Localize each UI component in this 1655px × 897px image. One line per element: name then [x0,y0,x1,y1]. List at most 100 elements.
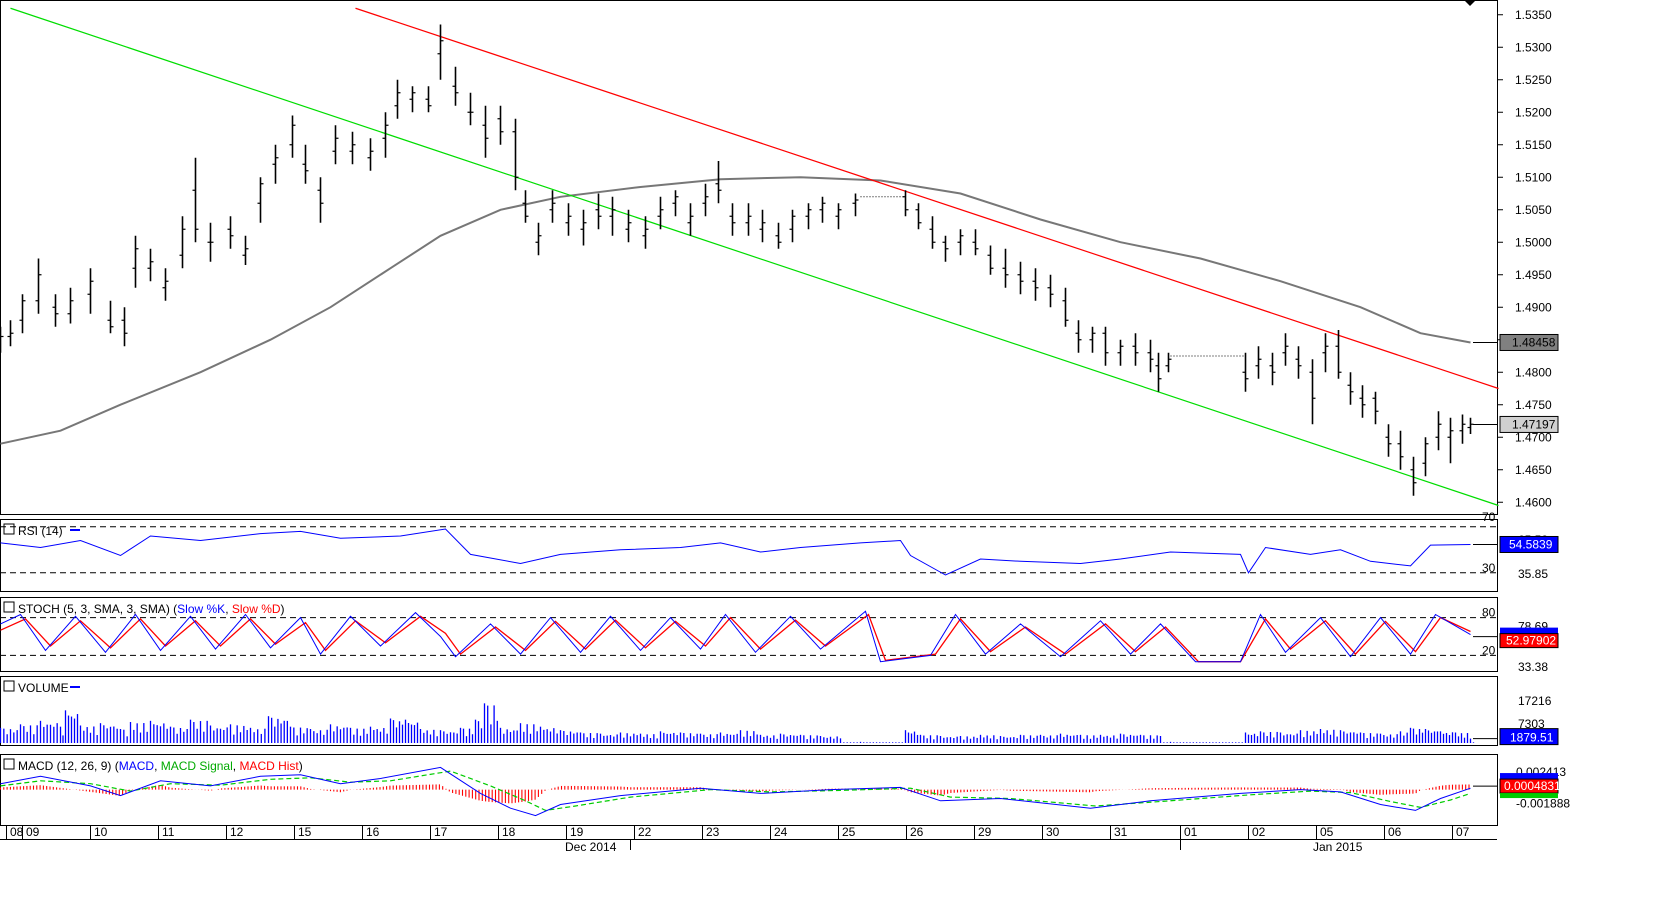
stoch-legend-k: Slow %K [177,602,225,616]
time-tick-label: 09 [26,825,40,839]
ohlc-bar [789,209,796,243]
price-tick-label: 1.5000 [1515,235,1552,249]
volume-value-box [1499,728,1559,746]
ohlc-bar [1132,333,1139,366]
ohlc-bar [394,79,401,119]
ohlc-bar [512,118,519,191]
ma-label: 1.48458 [1473,333,1559,351]
rsi-line [0,528,1471,576]
scroll-marker-icon[interactable] [1464,0,1476,6]
price-tick-label: 1.4750 [1515,398,1552,412]
ohlc-bar [775,222,782,249]
moving-average-line [0,176,1471,445]
rsi-scale-label: 35.85 [1518,567,1548,581]
ohlc-bar [702,183,709,217]
macd-legend-close: ) [299,759,303,773]
time-tick-label: 08 [10,825,24,839]
ohlc-bar [522,190,529,223]
trendlines [10,7,1499,507]
price-tick-label: 1.5050 [1515,203,1552,217]
ohlc-bar [745,203,752,236]
stoch-scale-label: 20 [1482,643,1496,657]
close-pane-icon[interactable] [3,758,15,770]
ohlc-bar [1309,359,1316,425]
ohlc-bar [1062,287,1069,327]
price-tick-label: 1.5250 [1515,73,1552,87]
ohlc-bar [1242,352,1249,392]
ohlc-bar [382,112,389,158]
ohlc-bar [1347,372,1354,405]
ohlc-bar [852,193,859,217]
ohlc-bar [929,216,936,249]
trendline [10,7,1499,507]
volume-scale-label: 7303 [1518,717,1545,731]
price-tick-label: 1.5100 [1515,170,1552,184]
ohlc-bar [52,294,59,327]
ohlc-bar [242,235,249,265]
ohlc-bar [580,209,587,246]
ohlc-bar [482,105,489,158]
ohlc-bars [0,24,1474,496]
ohlc-bar [565,203,572,236]
close-pane-icon[interactable] [3,680,15,692]
ohlc-bar [317,177,324,223]
ohlc-bar [609,196,616,236]
stoch-value-box [1499,633,1559,649]
ohlc-bar [367,138,374,171]
close-pane-icon[interactable] [3,523,15,535]
ohlc-bar [1255,346,1262,379]
ohlc-bar [535,222,542,256]
price-pane: 1.5350 1.5300 1.5250 1.5200 1.5150 1.5100 1.50… [0,0,1559,515]
ohlc-bar [207,222,214,262]
ohlc-bar [549,190,556,223]
ohlc-bar [1397,430,1404,470]
time-axis: 08 09 10 11 12 15 16 17 18 19 22 23 24 25 26 29 30 31 01 02… [0,825,1497,854]
time-tick-label: 30 [1046,825,1060,839]
time-tick-label: 07 [1456,825,1470,839]
macd-macd-box [1500,773,1558,780]
ohlc-bar [1002,248,1009,288]
ohlc-bar [1295,346,1302,379]
ohlc-bar [227,216,234,249]
close-pane-icon[interactable] [3,601,15,613]
macd-signal-line [0,770,1471,812]
time-tick-label: 05 [1320,825,1334,839]
ohlc-bar [349,131,356,165]
ohlc-bar [467,92,474,126]
time-tick-label: 10 [94,825,108,839]
ohlc-bar [179,216,186,269]
macd-value: 0.0004831 [1504,779,1561,793]
ohlc-bar [902,190,909,217]
ohlc-bar [595,193,602,230]
time-tick-label: 29 [978,825,992,839]
trendline [355,7,1499,390]
price-tick-label: 1.4650 [1515,463,1552,477]
price-tick-label: 1.5300 [1515,40,1552,54]
macd-scale-label: -0.001888 [1516,797,1570,811]
rsi-scale-label: 70 [1482,510,1496,524]
price-tick-label: 1.4900 [1515,300,1552,314]
macd-legend-signal: MACD Signal [161,759,233,773]
ohlc-bar [942,235,949,262]
stoch-legend-open: ( [173,602,177,616]
ohlc-bar [409,86,416,113]
rsi-header: RSI (14) [3,523,80,538]
macd-pane: MACD (12, 26, 9) (MACD, MACD Signal, MAC… [0,754,1570,826]
ohlc-bar [332,125,339,165]
price-tick-label: 1.4800 [1515,365,1552,379]
macd-header: MACD (12, 26, 9) (MACD, MACD Signal, MAC… [3,758,303,773]
ohlc-bar [759,209,766,243]
ohlc-bar [1385,424,1392,457]
ohlc-bar [425,86,432,113]
ohlc-bar [67,287,74,324]
ohlc-bar [0,326,4,353]
time-tick-label: 16 [366,825,380,839]
ohlc-bar [1147,339,1154,373]
stoch-value: 52.97902 [1506,634,1556,648]
ohlc-bar [805,203,812,230]
time-tick-label: 02 [1252,825,1266,839]
